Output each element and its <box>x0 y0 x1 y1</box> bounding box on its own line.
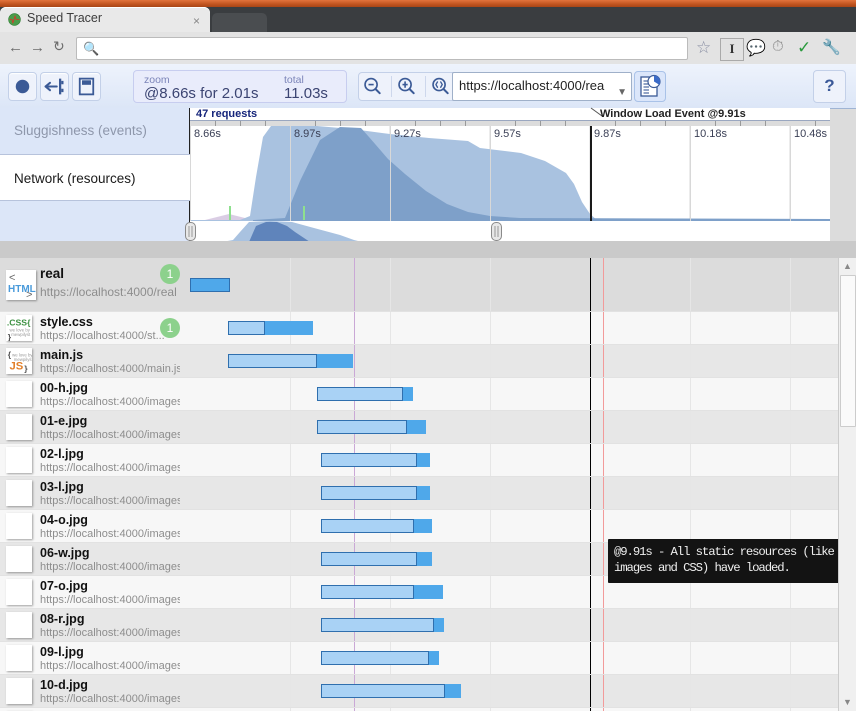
svg-text:.CSS{: .CSS{ <box>7 317 31 327</box>
svg-text:>: > <box>26 289 32 300</box>
svg-text:mewpilyst: mewpilyst <box>11 332 31 337</box>
svg-text:JS: JS <box>9 361 23 373</box>
svg-text:<: < <box>9 272 15 284</box>
